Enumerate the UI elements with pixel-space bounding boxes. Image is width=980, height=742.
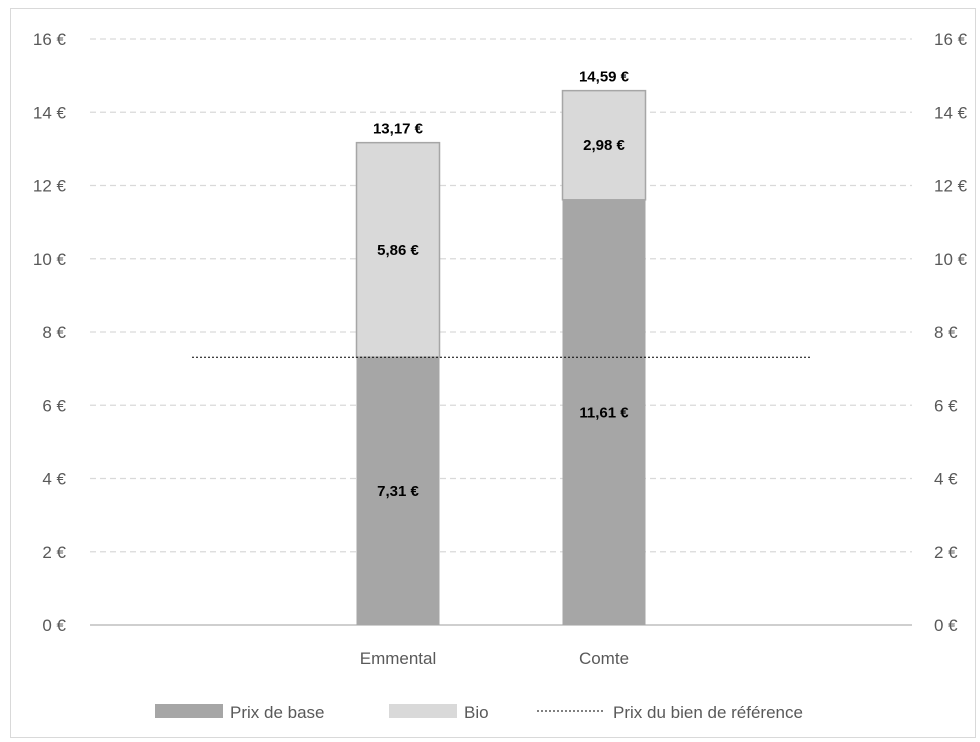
data-label-segment: 2,98 € <box>583 137 625 154</box>
legend-label-prix-de-base: Prix de base <box>230 703 325 722</box>
y-tick-label-left: 2 € <box>42 543 66 562</box>
legend-swatch-bio <box>389 704 457 718</box>
y-tick-label-left: 4 € <box>42 470 66 489</box>
bar-bio-comte <box>562 90 646 200</box>
y-tick-label-left: 8 € <box>42 323 66 342</box>
x-category-label: Emmental <box>360 649 437 668</box>
bar-bio-emmental <box>356 142 440 358</box>
legend: Prix de base Bio Prix du bien de référen… <box>155 703 803 722</box>
y-tick-label-left: 12 € <box>33 177 67 196</box>
y-tick-label-left: 14 € <box>33 103 67 122</box>
data-label-segment: 5,86 € <box>377 242 419 259</box>
y-tick-label-right: 12 € <box>934 177 968 196</box>
data-label-total: 14,59 € <box>579 69 630 86</box>
legend-label-reference: Prix du bien de référence <box>613 703 803 722</box>
y-tick-label-left: 10 € <box>33 250 67 269</box>
legend-label-bio: Bio <box>464 703 489 722</box>
y-tick-label-right: 8 € <box>934 323 958 342</box>
gridlines <box>90 38 912 553</box>
y-tick-label-left: 0 € <box>42 616 66 635</box>
x-category-label: Comte <box>579 649 629 668</box>
y-tick-label-right: 0 € <box>934 616 958 635</box>
y-tick-label-left: 16 € <box>33 30 67 49</box>
bar-prix-de-base-emmental <box>356 357 440 625</box>
y-axis-left: 0 € 2 € 4 € 6 € 8 € 10 € 12 € 14 € 16 € <box>33 30 67 635</box>
bar-outline <box>561 89 647 201</box>
chart-frame <box>10 8 976 738</box>
y-tick-label-left: 6 € <box>42 396 66 415</box>
y-tick-label-right: 16 € <box>934 30 968 49</box>
legend-swatch-prix-de-base <box>155 704 223 718</box>
data-label-segment: 7,31 € <box>377 483 419 500</box>
data-label-segment: 11,61 € <box>579 404 629 421</box>
y-tick-label-right: 14 € <box>934 103 968 122</box>
bar-prix-de-base-comte <box>562 199 646 625</box>
y-tick-label-right: 10 € <box>934 250 968 269</box>
y-tick-label-right: 4 € <box>934 470 958 489</box>
category-labels: Emmental Comte <box>360 649 629 668</box>
y-tick-label-right: 2 € <box>934 543 958 562</box>
y-axis-right: 0 € 2 € 4 € 6 € 8 € 10 € 12 € 14 € 16 € <box>934 30 968 635</box>
bars <box>355 89 647 625</box>
data-label-total: 13,17 € <box>373 121 424 138</box>
y-tick-label-right: 6 € <box>934 396 958 415</box>
data-labels: 7,31 € 5,86 € 13,17 € 11,61 € 2,98 € 14,59 € <box>373 69 630 500</box>
